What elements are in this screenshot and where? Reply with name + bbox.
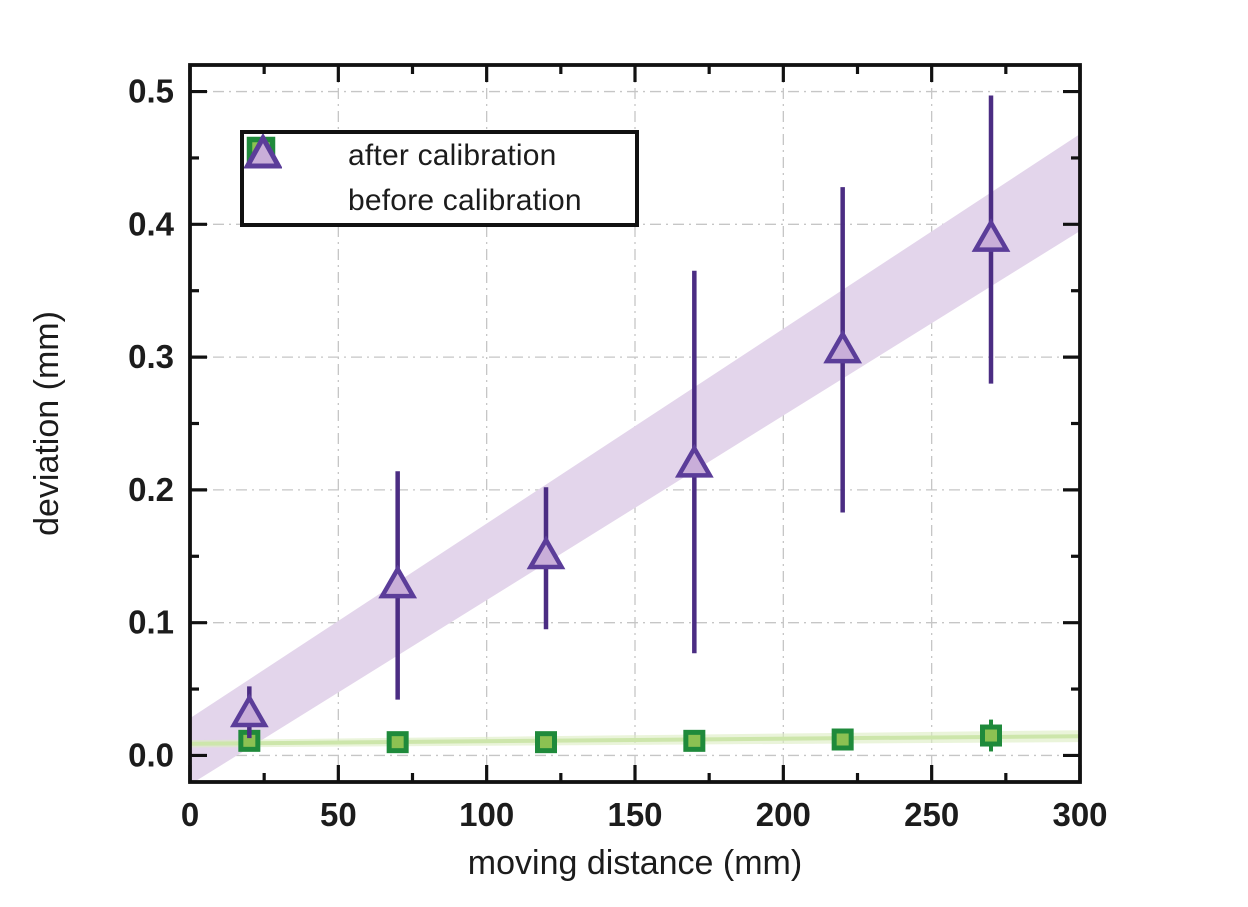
data-point-triangle <box>823 329 863 364</box>
data-point-square <box>386 731 409 754</box>
data-point-square <box>683 729 706 752</box>
data-point-triangle <box>229 693 269 728</box>
legend-label: after calibration <box>348 139 557 173</box>
data-point-triangle <box>378 564 418 599</box>
data-point-triangle <box>971 218 1011 252</box>
axis-frame <box>188 63 1082 784</box>
x-tick-label: 100 <box>459 796 514 833</box>
x-tick-label: 300 <box>1052 796 1107 833</box>
x-tick-label: 0 <box>181 796 199 833</box>
x-tick-label: 200 <box>756 796 811 833</box>
confidence-band <box>190 134 1080 782</box>
legend-item-before-calibration: before calibration <box>244 134 635 223</box>
data-point-square <box>535 731 557 754</box>
y-tick-label: 0.0 <box>128 736 174 773</box>
y-tick-label: 0.4 <box>128 205 175 242</box>
data-point-square <box>831 728 854 751</box>
data-point-triangle <box>526 535 566 570</box>
data-point-square <box>980 724 1002 747</box>
x-tick-label: 250 <box>904 796 959 833</box>
y-tick-label: 0.1 <box>128 604 174 641</box>
legend-box: after calibration before calibration <box>240 130 639 227</box>
y-tick-label: 0.5 <box>128 73 174 110</box>
data-point-triangle <box>674 443 714 478</box>
y-tick-label: 0.2 <box>128 471 174 508</box>
x-axis-title: moving distance (mm) <box>468 844 802 882</box>
fit-line <box>190 734 1080 746</box>
tick-labels: 0 50 100 150 200 250 300 0.0 0.1 0.2 0.3 0.4 0.5 movi… <box>28 73 1108 882</box>
x-tick-label: 150 <box>607 796 662 833</box>
series-before-calibration <box>229 95 1011 739</box>
x-tick-label: 50 <box>320 796 357 833</box>
y-tick-label: 0.3 <box>128 338 174 375</box>
fit-bands <box>190 134 1080 782</box>
legend-item-after-calibration: after calibration <box>244 134 635 178</box>
y-axis-title: deviation (mm) <box>28 311 66 536</box>
legend-label: before calibration <box>348 183 582 217</box>
